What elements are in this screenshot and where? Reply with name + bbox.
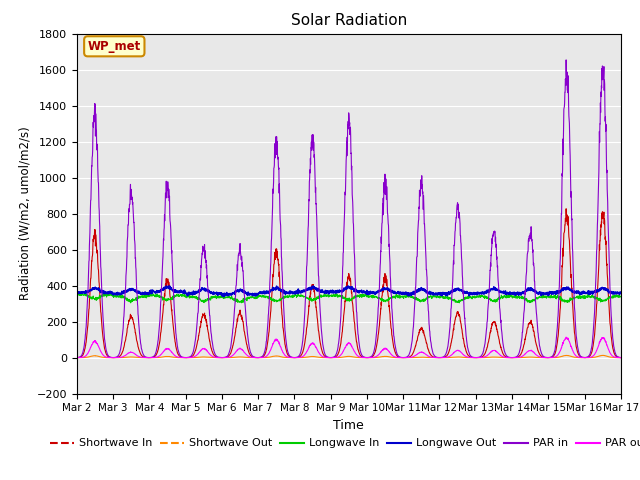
Longwave Out (508, 290, 515, 296)
Shortwave Out (507, 355, 515, 360)
Shortwave In (570, 311, 577, 316)
X-axis label: Time: Time (333, 419, 364, 432)
PAR in (254, 355, 262, 360)
PAR in (617, 355, 625, 360)
Shortwave Out (73, 355, 81, 360)
Shortwave In (376, 312, 384, 318)
Longwave Out (377, 288, 385, 294)
Shortwave Out (617, 355, 625, 360)
Shortwave Out (225, 355, 232, 360)
Y-axis label: Radiation (W/m2, umol/m2/s): Radiation (W/m2, umol/m2/s) (18, 127, 31, 300)
Longwave Out (73, 290, 81, 296)
Shortwave In (225, 353, 232, 359)
Shortwave Out (376, 354, 384, 360)
Longwave Out (220, 294, 228, 300)
Longwave In (377, 296, 385, 302)
PAR in (563, 57, 570, 63)
Shortwave In (584, 354, 592, 360)
Longwave In (617, 293, 625, 299)
PAR in (507, 355, 515, 360)
PAR out (570, 348, 577, 354)
Longwave In (508, 292, 515, 298)
Longwave Out (344, 283, 352, 289)
Longwave Out (584, 288, 592, 294)
PAR out (507, 355, 515, 360)
PAR in (376, 260, 384, 265)
Text: WP_met: WP_met (88, 40, 141, 53)
PAR out (617, 355, 625, 360)
Shortwave In (507, 355, 515, 360)
Line: Longwave In: Longwave In (77, 293, 621, 303)
Shortwave In (73, 355, 81, 360)
Shortwave Out (563, 352, 570, 358)
Longwave Out (225, 291, 232, 297)
PAR in (225, 351, 232, 357)
Shortwave Out (570, 354, 577, 360)
Longwave In (570, 296, 577, 301)
PAR in (365, 355, 372, 360)
Line: PAR out: PAR out (77, 337, 621, 358)
PAR out (145, 355, 153, 360)
Line: PAR in: PAR in (77, 60, 621, 358)
Longwave Out (365, 289, 372, 295)
Line: Longwave Out: Longwave Out (77, 286, 621, 297)
PAR out (225, 354, 232, 360)
Longwave In (127, 300, 134, 306)
Line: Shortwave In: Shortwave In (77, 209, 621, 358)
PAR out (365, 355, 372, 360)
Shortwave Out (365, 355, 372, 360)
Shortwave In (563, 206, 570, 212)
Longwave In (584, 294, 592, 300)
PAR out (584, 355, 592, 360)
Shortwave Out (584, 355, 592, 360)
Longwave In (108, 290, 116, 296)
Longwave In (365, 293, 372, 299)
Longwave In (225, 294, 233, 300)
PAR out (563, 334, 570, 340)
Shortwave In (617, 355, 625, 360)
Shortwave Out (436, 355, 444, 360)
PAR out (376, 350, 384, 356)
PAR in (73, 355, 81, 360)
Shortwave In (365, 355, 372, 360)
Title: Solar Radiation: Solar Radiation (291, 13, 407, 28)
Line: Shortwave Out: Shortwave Out (77, 355, 621, 358)
Longwave Out (617, 290, 625, 296)
PAR in (584, 354, 592, 360)
PAR out (73, 355, 81, 360)
Longwave In (73, 291, 81, 297)
Longwave Out (570, 289, 577, 295)
PAR in (570, 266, 577, 272)
Shortwave In (436, 355, 444, 360)
Legend: Shortwave In, Shortwave Out, Longwave In, Longwave Out, PAR in, PAR out: Shortwave In, Shortwave Out, Longwave In… (45, 434, 640, 453)
